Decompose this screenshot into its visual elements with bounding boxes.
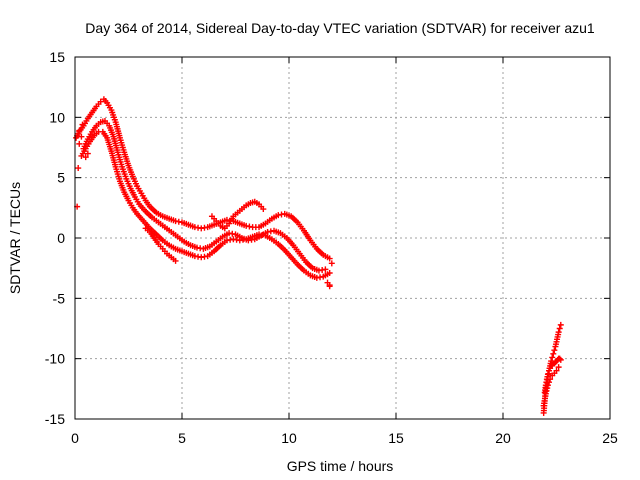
series-track-upper <box>73 96 333 262</box>
data-point <box>78 133 85 140</box>
x-axis-label: GPS time / hours <box>287 458 394 474</box>
data-point <box>322 266 329 273</box>
data-point <box>326 255 333 262</box>
data-point <box>172 257 179 264</box>
data-point <box>556 325 563 332</box>
data-point <box>550 350 557 357</box>
grid-lines <box>75 57 610 419</box>
data-point <box>543 387 550 394</box>
series-track-22h-c <box>540 364 562 409</box>
data-point <box>542 390 549 397</box>
data-point <box>547 376 554 383</box>
data-point <box>549 354 556 361</box>
data-point <box>557 321 564 328</box>
data-point <box>328 260 335 267</box>
data-point <box>544 382 551 389</box>
series-outliers-early <box>74 121 91 210</box>
x-tick-label: 0 <box>71 430 79 446</box>
x-tick-label: 15 <box>388 430 404 446</box>
y-tick-label: 0 <box>57 230 65 246</box>
y-tick-label: 10 <box>49 109 65 125</box>
data-point <box>557 356 564 363</box>
data-point <box>84 150 91 157</box>
data-point <box>555 364 562 371</box>
x-tick-labels: 0 5 10 15 20 25 <box>71 430 618 446</box>
y-tick-label: -10 <box>45 351 65 367</box>
y-tick-label: -5 <box>53 290 66 306</box>
y-tick-labels: -15 -10 -5 0 5 10 15 <box>45 49 65 427</box>
data-point <box>326 269 333 276</box>
data-point <box>260 206 267 213</box>
chart-title: Day 364 of 2014, Sidereal Day-to-day VTE… <box>85 20 595 36</box>
data-point <box>326 282 333 289</box>
x-tick-label: 5 <box>178 430 186 446</box>
y-tick-label: 15 <box>49 49 65 65</box>
data-point <box>75 165 82 172</box>
x-tick-label: 10 <box>281 430 297 446</box>
data-point <box>553 367 560 374</box>
data-point <box>79 121 86 128</box>
series-track-middle <box>80 117 329 274</box>
series-outliers-late <box>324 260 335 290</box>
y-axis-label: SDTVAR / TECUs <box>7 182 23 294</box>
data-point <box>555 329 562 336</box>
data-point <box>82 154 89 161</box>
plot-frame <box>74 56 611 420</box>
data-point <box>556 355 563 362</box>
y-tick-label: 5 <box>57 170 65 186</box>
data-point <box>551 347 558 354</box>
series-track-lower <box>78 128 333 281</box>
data-point <box>76 127 83 134</box>
data-point <box>546 379 553 386</box>
data-point <box>544 371 551 378</box>
y-tick-label: -15 <box>45 411 65 427</box>
x-tick-label: 20 <box>495 430 511 446</box>
data-point <box>544 385 551 392</box>
data-point <box>76 140 83 147</box>
series-segment-7-9h <box>208 198 267 232</box>
series-segment-3-4h <box>142 225 179 264</box>
x-tick-label: 25 <box>602 430 618 446</box>
data-points <box>73 96 564 416</box>
